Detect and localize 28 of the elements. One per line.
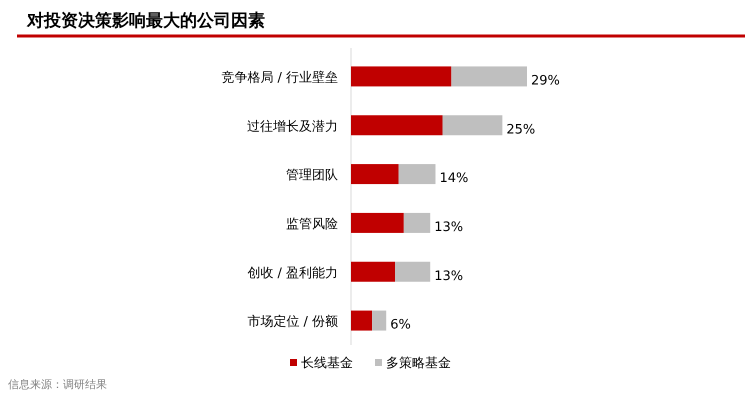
y-tick-label: 监管风险 [286, 216, 338, 232]
annotation: 14% [439, 171, 468, 186]
bar [351, 115, 443, 136]
bar [442, 115, 502, 136]
bar [351, 262, 395, 282]
y-tick-label: 管理团队 [286, 168, 338, 184]
bar [351, 310, 372, 331]
annotation: 29% [531, 73, 560, 88]
annotation: 25% [506, 122, 536, 138]
bar [351, 164, 399, 184]
y-tick-label: 竞争格局 / 行业壁垒 [221, 70, 338, 86]
bar [395, 262, 430, 282]
text: 对投资决策影响最大的公司因素 [26, 11, 265, 31]
y-tick-label: 创收 / 盈利能力 [247, 266, 338, 281]
annotation: 13% [434, 268, 464, 284]
y-tick-label: 市场定位 / 份额 [247, 314, 338, 330]
y-tick-label: 过往增长及潜力 [247, 119, 338, 134]
annotation: 6% [390, 318, 411, 333]
annotation: 13% [434, 220, 464, 235]
bar [451, 66, 527, 86]
bar [351, 212, 404, 233]
legend-label: 多策略基金 [386, 356, 451, 371]
legend-label: 长线基金 [301, 356, 353, 371]
bar [372, 310, 386, 331]
bar [351, 66, 452, 86]
text: 信息来源：调研结果 [8, 378, 107, 391]
bar [404, 212, 430, 233]
bar [398, 164, 436, 184]
